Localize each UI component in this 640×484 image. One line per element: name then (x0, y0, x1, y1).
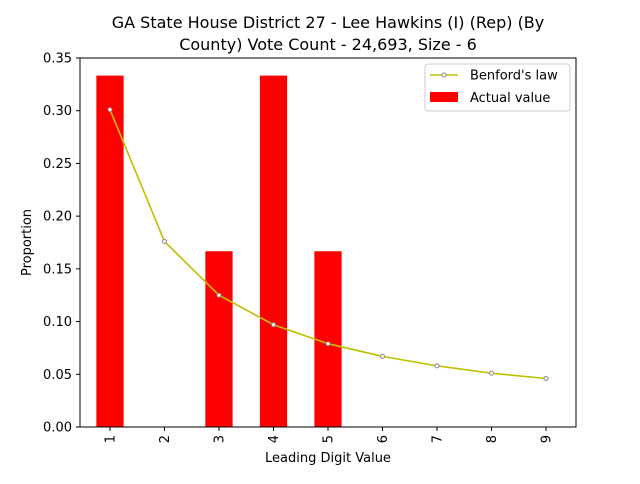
chart-title-line-1: GA State House District 27 - Lee Hawkins… (112, 13, 545, 32)
y-tick-label: 0.10 (43, 315, 72, 330)
x-tick-label: 8 (485, 435, 500, 443)
benford-point-2 (161, 238, 167, 244)
y-tick-label: 0.20 (43, 210, 72, 225)
y-tick-label: 0.15 (43, 262, 72, 277)
legend-label-benford: Benford's law (470, 69, 558, 84)
x-tick-label: 6 (376, 435, 391, 443)
benford-point-6 (380, 353, 386, 359)
y-axis-label: Proportion (20, 209, 35, 276)
benford-point-1 (107, 107, 113, 113)
x-tick-label: 3 (212, 435, 227, 443)
x-tick-label: 9 (540, 435, 555, 443)
legend-bar-swatch (430, 92, 458, 102)
line-series (107, 107, 549, 382)
x-tick-label: 2 (158, 435, 173, 443)
x-tick-label: 5 (322, 435, 337, 443)
y-axis: 0.00 0.05 0.10 0.15 0.20 0.25 0.30 0.35 (43, 52, 80, 436)
benford-point-4 (270, 322, 276, 328)
benford-point-9 (543, 376, 549, 382)
bar-digit-1 (96, 75, 124, 428)
x-tick-label: 7 (431, 435, 446, 443)
legend: Benford's law Actual value (424, 63, 571, 112)
x-axis: 1 2 3 4 5 6 7 8 9 (103, 427, 555, 443)
chart-title: GA State House District 27 - Lee Hawkins… (112, 13, 545, 54)
legend-box (424, 63, 571, 112)
x-axis-label: Leading Digit Value (265, 451, 391, 466)
legend-label-actual: Actual value (470, 91, 550, 106)
legend-marker-swatch (441, 72, 447, 78)
y-tick-label: 0.30 (43, 104, 72, 119)
bar-digit-4 (259, 75, 288, 428)
benford-point-3 (216, 292, 222, 298)
benford-point-8 (489, 370, 495, 376)
y-tick-label: 0.05 (43, 368, 72, 383)
y-tick-label: 0.00 (43, 421, 72, 436)
x-tick-label: 1 (103, 435, 118, 443)
benford-point-7 (434, 363, 440, 369)
x-tick-label: 4 (267, 435, 282, 443)
bar-digit-3 (205, 251, 233, 427)
y-tick-label: 0.25 (43, 157, 72, 172)
benford-point-5 (325, 341, 331, 347)
bar-series (96, 75, 342, 428)
bar-digit-5 (314, 251, 342, 427)
chart-title-line-2: County) Vote Count - 24,693, Size - 6 (179, 35, 477, 54)
y-tick-label: 0.35 (43, 52, 72, 67)
